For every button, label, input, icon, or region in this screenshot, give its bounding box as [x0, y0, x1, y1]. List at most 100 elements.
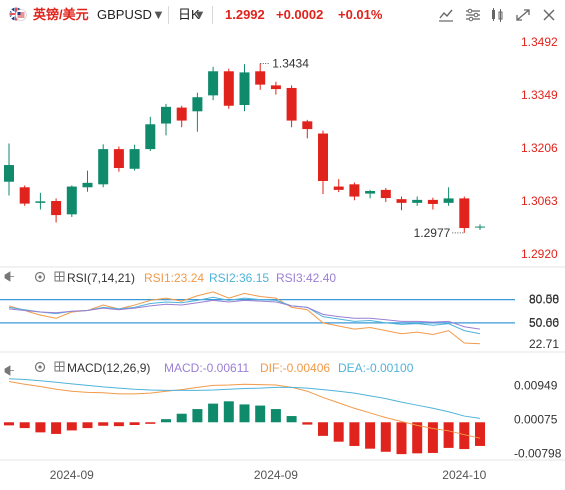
candle-body — [396, 199, 407, 203]
candle-body — [333, 186, 344, 190]
settings-icon[interactable] — [34, 361, 46, 373]
collapse-icon[interactable] — [4, 365, 14, 376]
macd-histogram-bar — [286, 416, 297, 423]
rsi1-value: RSI1:23.24 — [144, 271, 204, 285]
price-axis-label: 1.3349 — [521, 88, 558, 102]
pair-dropdown-icon[interactable]: ▼ — [152, 7, 165, 22]
chart-toolbar: 英镑/美元 GBPUSD ▼ 日K ▼ 1.2992 +0.0002 +0.01… — [0, 0, 565, 30]
settings-icon[interactable] — [34, 271, 46, 283]
macd-histogram-bar — [302, 422, 313, 425]
macd-histogram-bar — [176, 413, 187, 423]
macd-histogram-bar — [4, 422, 14, 426]
uk-flag-icon — [9, 7, 27, 21]
macd-histogram-bar — [19, 422, 30, 429]
toolbar-divider — [168, 6, 169, 24]
candle-body — [145, 124, 156, 150]
rsi-pane — [0, 291, 515, 345]
candle-body — [270, 85, 281, 90]
chart-type-icon[interactable] — [437, 7, 455, 23]
close-icon[interactable] — [540, 7, 558, 23]
dea-line — [8, 378, 481, 419]
grid-icon[interactable] — [54, 361, 65, 372]
grid-icon[interactable] — [54, 271, 65, 282]
candle-body — [82, 182, 93, 188]
rsi-title: RSI(7,14,21) — [67, 271, 135, 285]
macd-histogram-bar — [396, 422, 407, 455]
candle-body — [192, 97, 203, 112]
rsi-axis-label: 80.58 — [529, 292, 559, 306]
candle-body — [223, 71, 234, 106]
rsi-axis-label: 80.00 — [529, 293, 559, 307]
candle-body — [98, 149, 109, 185]
macd-histogram-bar — [427, 422, 438, 453]
candle-body — [208, 71, 219, 96]
macd-histogram-bar — [349, 422, 360, 446]
timeframe-dropdown-icon[interactable]: ▼ — [193, 7, 206, 22]
macd-header: MACD(12,26,9) MACD:-0.00611 DIF:-0.00406… — [4, 361, 414, 376]
timeframe-selector[interactable]: 日K — [178, 7, 200, 22]
macd-histogram-bar — [239, 404, 250, 423]
macd-histogram-bar — [255, 405, 266, 423]
macd-histogram-bar — [51, 422, 62, 434]
candle-body — [239, 72, 250, 106]
macd-histogram-bar — [145, 422, 156, 424]
price-axis: 1.3492 1.3349 1.3206 1.3063 1.2920 — [521, 35, 558, 261]
price-axis-label: 1.3063 — [521, 194, 558, 208]
candle-body — [51, 200, 62, 216]
chart-canvas[interactable]: 1.3434 1.2977 1.3492 1.3349 1.3206 1.3063 1.2… — [0, 30, 565, 490]
pair-code[interactable]: GBPUSD — [97, 7, 152, 22]
rsi-line-rsi3 — [8, 299, 481, 330]
candle-body — [318, 133, 328, 181]
candle-body — [427, 199, 438, 204]
macd-histogram-bar — [270, 409, 281, 423]
rsi-header: RSI(7,14,21) RSI1:23.24 RSI2:36.15 RSI3:… — [4, 271, 336, 285]
macd-histogram-bar — [113, 422, 124, 427]
candle-body — [113, 149, 124, 169]
toolbar-divider — [212, 6, 213, 24]
macd-histogram-bar — [223, 401, 234, 423]
candle-body — [286, 87, 297, 121]
macd-histogram-bar — [459, 422, 470, 450]
macd-histogram-bar — [82, 422, 93, 429]
dif-value: DIF:-0.00406 — [260, 361, 330, 375]
x-axis: 2024-09 2024-09 2024-10 — [50, 468, 487, 482]
candle-body — [302, 121, 313, 130]
candle-body — [459, 198, 470, 229]
candle-body — [412, 199, 423, 203]
candle-body — [19, 187, 30, 204]
macd-histogram-bar — [443, 422, 454, 448]
last-price: 1.2992 — [225, 7, 265, 22]
candle-body — [35, 201, 46, 203]
macd-value: MACD:-0.00611 — [164, 361, 249, 375]
collapse-icon[interactable] — [4, 271, 14, 282]
macd-histogram-bar — [192, 409, 203, 423]
price-axis-label: 1.3206 — [521, 141, 558, 155]
macd-axis-label: 0.00075 — [514, 412, 558, 426]
dif-line — [8, 381, 481, 439]
rsi-axis-label: 50.66 — [529, 315, 559, 329]
pair-name-cn[interactable]: 英镑/美元 — [33, 7, 89, 22]
candle-body — [255, 71, 266, 85]
price-pane: 1.3434 1.2977 — [4, 57, 485, 240]
rsi-axis-label: 22.71 — [529, 337, 559, 351]
x-axis-label: 2024-10 — [442, 468, 486, 482]
candle-body — [66, 186, 77, 215]
price-change: +0.0002 — [276, 7, 324, 22]
dea-value: DEA:-0.00100 — [338, 361, 414, 375]
candle-body — [443, 198, 454, 203]
candle-body — [365, 190, 376, 194]
x-axis-label: 2024-09 — [254, 468, 298, 482]
macd-histogram-bar — [365, 422, 376, 449]
macd-title: MACD(12,26,9) — [67, 361, 150, 375]
rsi2-value: RSI2:36.15 — [209, 271, 269, 285]
drawing-tools-icon[interactable] — [488, 7, 506, 23]
candle-body — [4, 165, 14, 182]
rsi3-value: RSI3:42.40 — [276, 271, 336, 285]
macd-histogram-bar — [129, 422, 140, 425]
macd-axis: 0.00949 0.00075 -0.00798 — [514, 378, 562, 460]
candle-body — [349, 184, 360, 197]
candle-body — [161, 106, 171, 124]
expand-icon[interactable] — [514, 7, 532, 23]
indicator-settings-icon[interactable] — [464, 7, 482, 23]
